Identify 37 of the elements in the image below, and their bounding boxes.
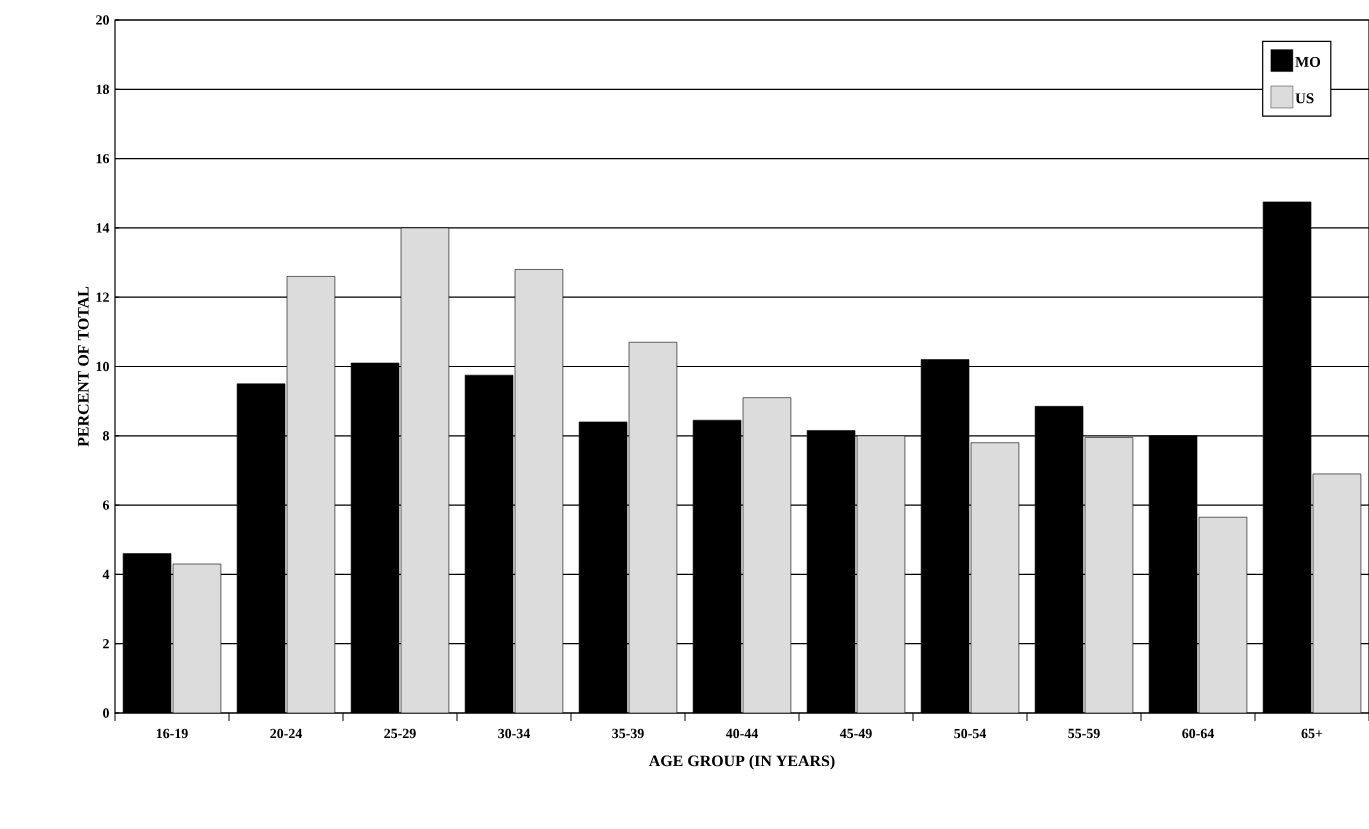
bar [401,227,449,713]
y-tick-label: 0 [103,708,109,718]
x-tick-label: 20-24 [270,728,303,739]
bar [857,435,905,713]
bar [173,564,221,713]
x-tick-label: 25-29 [384,728,416,739]
bar [971,442,1019,713]
x-tick-label: 60-64 [1182,728,1215,739]
y-tick-label: 8 [102,431,110,441]
x-tick-label: 30-34 [498,728,531,739]
x-tick-label: 45-49 [839,728,872,739]
y-tick-label: 4 [102,569,110,579]
bar [629,342,677,713]
y-tick-label: 20 [96,15,109,25]
bar [743,397,791,713]
y-tick-label: 2 [103,639,109,649]
x-tick-label: 50-54 [954,728,987,739]
x-tick-label: 16-19 [156,728,188,739]
y-tick-label: 12 [96,292,109,302]
bar [1312,473,1362,713]
x-tick-label: 35-39 [612,728,644,739]
y-tick-label: 6 [102,500,110,510]
bar [515,269,563,713]
y-tick-label: 14 [96,223,110,233]
legend-label: MO [1295,56,1321,67]
y-tick-label: 18 [96,84,110,94]
legend-label: US [1295,93,1314,104]
y-tick-label: 10 [96,361,109,372]
bar [1199,517,1247,713]
bar [1085,437,1133,713]
x-axis-title: AGE GROUP (IN YEARS) [648,755,835,770]
y-axis-title: PERCENT OF TOTAL [77,286,89,447]
x-tick-label: 40-44 [725,728,759,739]
x-tick-label: 55-59 [1068,728,1100,739]
x-tick-label: 65+ [1301,728,1323,739]
y-tick-label: 16 [96,153,110,164]
bar [287,276,335,713]
